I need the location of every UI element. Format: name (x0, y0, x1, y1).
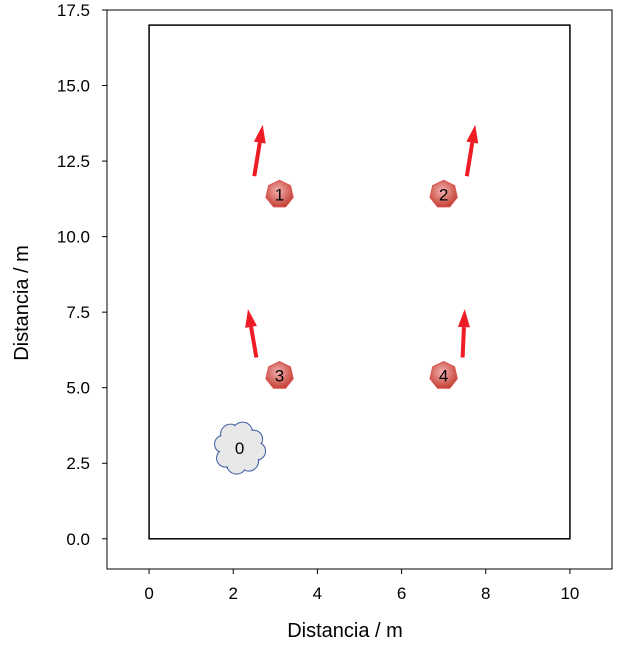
y-axis-label: Distancia / m (11, 245, 33, 361)
agent-label: 2 (439, 185, 448, 204)
agent-marker: 1 (265, 179, 294, 208)
agent-marker: 3 (265, 361, 294, 389)
plot-frame (106, 9, 613, 570)
x-tick-label: 8 (481, 584, 490, 603)
agent-marker: 4 (429, 361, 458, 389)
y-tick-label: 5.0 (66, 379, 90, 398)
agent-label: 3 (275, 367, 284, 386)
source-cloud: 0 (214, 421, 267, 475)
x-tick-label: 10 (560, 584, 579, 603)
y-tick-label: 15.0 (57, 77, 90, 96)
y-tick-label: 10.0 (57, 228, 90, 247)
direction-arrow (245, 309, 259, 358)
agent-label: 4 (439, 367, 448, 386)
y-tick-label: 7.5 (66, 303, 90, 322)
y-tick-label: 12.5 (57, 152, 90, 171)
room-boundary (148, 24, 571, 540)
source-label: 0 (235, 439, 244, 458)
x-tick-label: 2 (229, 584, 238, 603)
agent-label: 1 (275, 185, 284, 204)
direction-arrow (464, 124, 479, 177)
x-tick-label: 4 (313, 584, 322, 603)
x-tick-label: 6 (397, 584, 406, 603)
y-tick-label: 17.5 (57, 1, 90, 20)
direction-arrow (252, 124, 266, 177)
direction-arrow (457, 309, 470, 358)
x-tick-label: 0 (144, 584, 153, 603)
agent-marker: 2 (429, 179, 458, 208)
y-tick-label: 2.5 (66, 454, 90, 473)
x-axis-label: Distancia / m (287, 620, 403, 642)
y-tick-label: 0.0 (66, 530, 90, 549)
